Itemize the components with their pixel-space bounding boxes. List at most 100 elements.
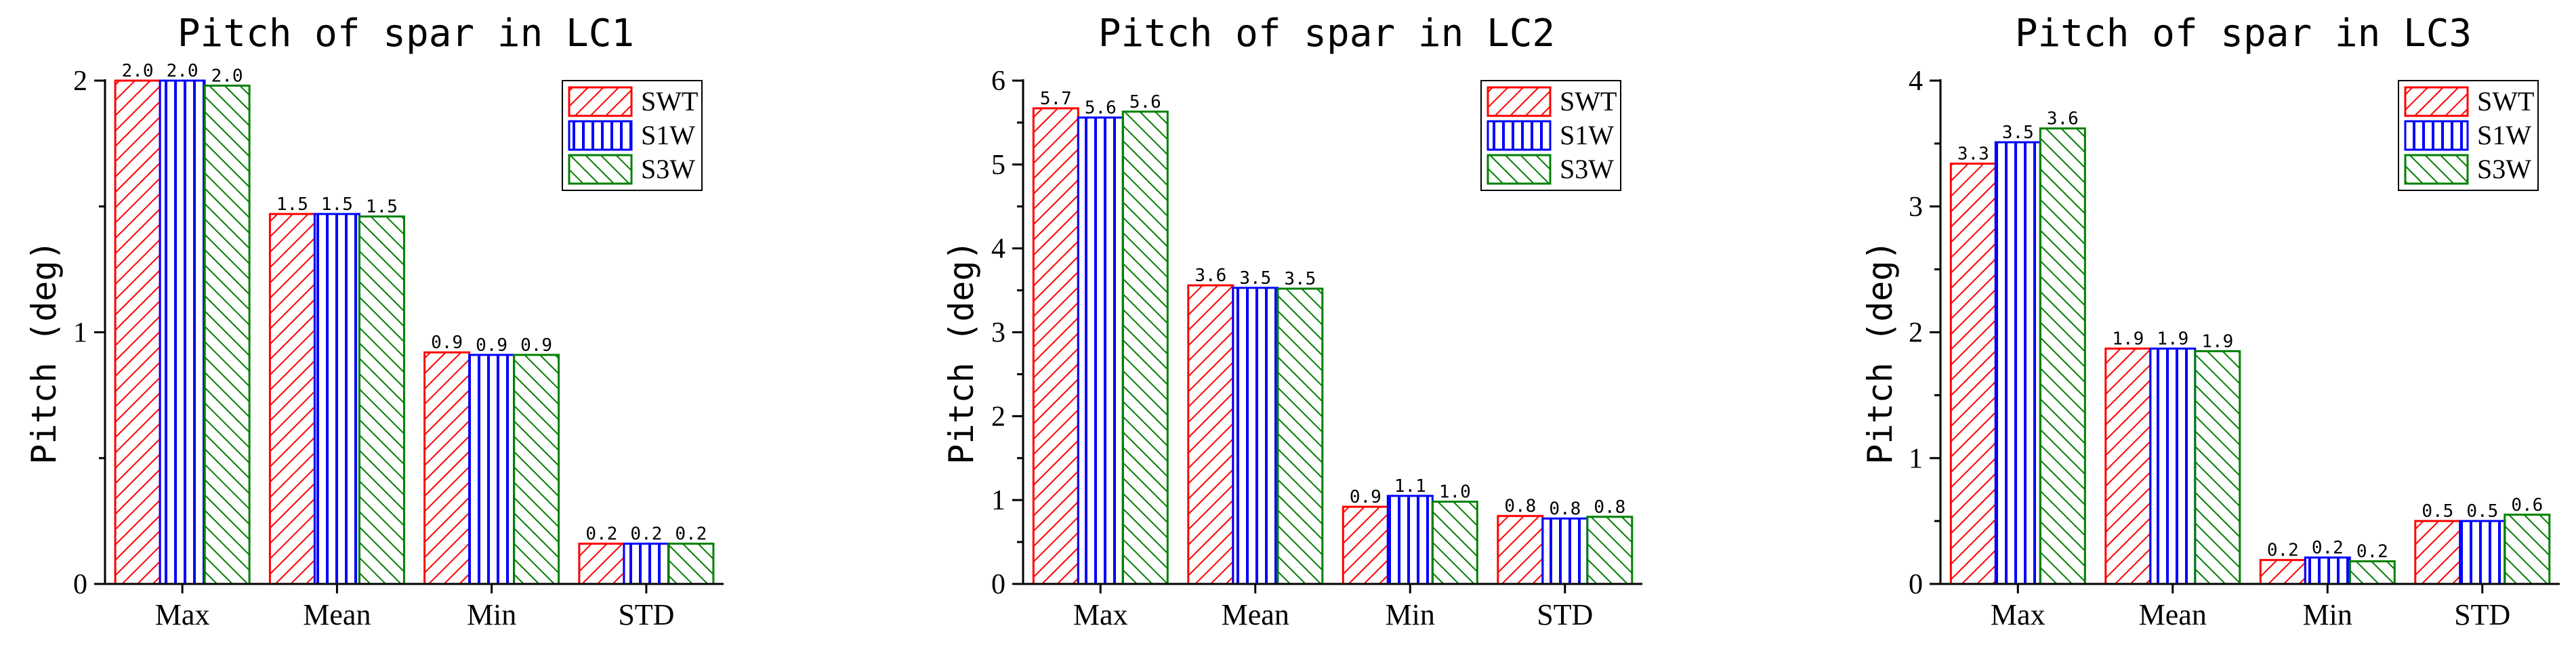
bar-s3w-min — [2348, 560, 2396, 585]
bar-swt-min — [2259, 559, 2306, 585]
bar-s1w-mean — [2149, 348, 2197, 585]
legend-label-s1w: S1W — [2477, 120, 2531, 150]
data-label: 2.0 — [122, 61, 154, 81]
y-tick-label: 0 — [1909, 569, 1923, 600]
data-label: 1.9 — [2157, 329, 2188, 350]
legend-label-s3w: S3W — [641, 154, 695, 184]
x-tick-label: Mean — [1222, 598, 1289, 631]
data-label: 1.1 — [1394, 476, 1426, 497]
data-label: 0.2 — [630, 524, 662, 545]
bar-s3w-max — [203, 84, 251, 585]
y-tick-label: 2 — [991, 401, 1005, 432]
legend-label-swt: SWT — [2477, 86, 2534, 117]
chart-lc2: Pitch of spar in LC2 Pitch (deg) 5.7 5.6 5… — [942, 12, 1642, 631]
legend-label-s1w: S1W — [641, 120, 695, 150]
legend-swatch-s1w — [1487, 120, 1552, 151]
data-label: 0.2 — [675, 524, 707, 545]
legend-swatch-s3w — [2404, 154, 2469, 185]
data-label: 0.9 — [1350, 487, 1382, 507]
y-tick-label: 1 — [991, 485, 1005, 516]
data-label: 2.0 — [167, 61, 199, 81]
legend-swatch-s1w — [568, 120, 633, 151]
chart-title: Pitch of spar in LC2 — [1098, 12, 1555, 56]
x-tick-label: Max — [1073, 598, 1128, 631]
bar-s1w-mean — [1232, 287, 1279, 585]
data-label: 0.5 — [2422, 501, 2453, 522]
bar-swt-std — [1497, 515, 1544, 585]
data-label: 0.8 — [1504, 497, 1536, 517]
bar-s3w-std — [1586, 516, 1634, 585]
data-label: 5.7 — [1040, 89, 1072, 109]
bar-swt-std — [578, 543, 625, 585]
legend-swatch-swt — [568, 86, 633, 117]
data-label: 1.9 — [2201, 331, 2233, 352]
bar-s1w-max — [1077, 117, 1124, 585]
bar-s3w-max — [1121, 110, 1169, 585]
data-label: 0.2 — [2312, 538, 2344, 558]
bar-swt-max — [1032, 107, 1079, 585]
data-label: 0.8 — [1549, 499, 1581, 519]
y-axis-label: Pitch (deg) — [24, 240, 64, 464]
data-label: 3.6 — [1194, 266, 1226, 286]
x-tick-label: Mean — [303, 598, 371, 631]
x-tick-label: STD — [618, 598, 674, 631]
data-label: 0.9 — [476, 335, 507, 356]
bar-s1w-min — [468, 354, 516, 585]
x-tick-label: Min — [1386, 598, 1435, 631]
x-tick-label: Max — [155, 598, 210, 631]
data-label: 0.9 — [520, 335, 552, 356]
legend-label-s1w: S1W — [1560, 120, 1614, 150]
y-tick-label: 6 — [991, 66, 1005, 97]
data-label: 2.0 — [211, 66, 243, 86]
bar-swt-mean — [2104, 348, 2152, 585]
y-tick-label: 3 — [1909, 192, 1923, 223]
bar-s1w-std — [2459, 520, 2506, 585]
data-label: 3.6 — [2047, 109, 2079, 129]
y-axis-label: Pitch (deg) — [1861, 240, 1900, 464]
y-tick-label: 4 — [991, 234, 1005, 265]
data-label: 0.6 — [2511, 495, 2543, 516]
bar-s1w-min — [2304, 556, 2351, 585]
bar-s3w-mean — [358, 215, 405, 585]
bar-s1w-std — [1541, 517, 1589, 585]
data-label: 0.2 — [585, 524, 617, 545]
data-label: 1.5 — [321, 194, 353, 215]
data-label: 1.9 — [2112, 329, 2144, 350]
bar-s1w-max — [159, 79, 206, 585]
bar-swt-mean — [1187, 284, 1234, 585]
bar-s3w-mean — [1276, 287, 1324, 585]
bar-s3w-std — [667, 543, 715, 585]
y-tick-label: 1 — [1909, 443, 1923, 474]
y-tick-label: 3 — [991, 318, 1005, 349]
y-tick-label: 0 — [73, 569, 87, 600]
bar-s3w-mean — [2194, 350, 2241, 585]
data-label: 1.5 — [366, 197, 398, 217]
y-tick-label: 1 — [73, 318, 87, 349]
data-label: 3.3 — [1957, 144, 1989, 165]
y-tick-label: 2 — [73, 66, 87, 97]
bar-swt-max — [1949, 163, 1997, 585]
data-label: 3.5 — [2002, 123, 2034, 143]
y-tick-label: 4 — [1909, 66, 1923, 97]
data-label: 0.9 — [431, 333, 463, 353]
legend-label-swt: SWT — [1560, 86, 1617, 117]
bar-s3w-std — [2504, 513, 2551, 585]
data-label: 0.2 — [2267, 541, 2299, 561]
x-tick-label: STD — [1537, 598, 1593, 631]
y-tick-label: 2 — [1909, 318, 1923, 349]
x-tick-label: Mean — [2139, 598, 2207, 631]
data-label: 3.5 — [1284, 269, 1316, 289]
data-label: 0.8 — [1594, 497, 1625, 518]
bar-s3w-max — [2039, 127, 2086, 585]
bar-swt-std — [2414, 520, 2461, 585]
y-tick-label: 0 — [991, 569, 1005, 600]
bar-s3w-min — [513, 354, 560, 585]
bar-s1w-mean — [313, 213, 360, 585]
x-tick-label: Max — [1991, 598, 2045, 631]
data-label: 0.5 — [2466, 501, 2498, 522]
y-tick-label: 5 — [991, 150, 1005, 181]
chart-lc3: Pitch of spar in LC3 Pitch (deg) 3.3 3.5 3… — [1861, 12, 2560, 631]
